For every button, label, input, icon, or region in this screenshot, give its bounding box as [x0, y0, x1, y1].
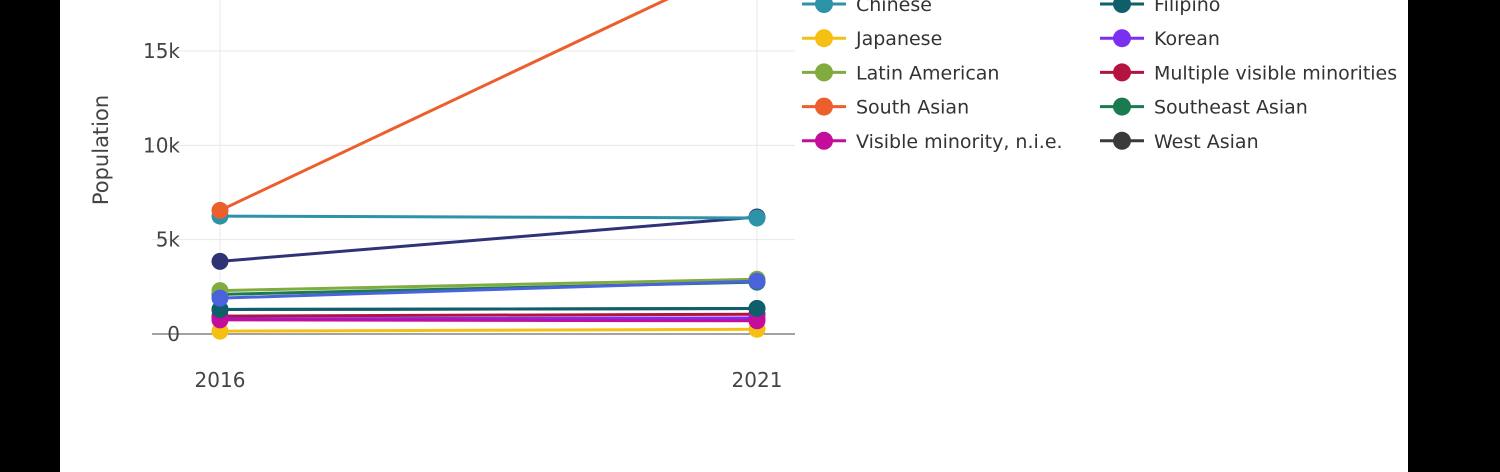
legend-label: Visible minority, n.i.e.	[856, 131, 1063, 153]
series-line	[219, 214, 758, 220]
legend-swatch-marker	[1113, 29, 1131, 48]
series-line	[219, 0, 669, 212]
series-line	[219, 215, 758, 263]
y-axis-title: Population	[89, 95, 113, 205]
data-point	[748, 300, 766, 318]
legend-swatch-marker	[1113, 0, 1131, 13]
legend-item[interactable]: Visible minority, n.i.e.	[802, 131, 1063, 153]
data-point	[748, 272, 766, 290]
legend-label: Japanese	[855, 28, 942, 50]
legend: Chinese Filipino Japanese Korean Latin Ameri…	[802, 0, 1397, 153]
legend-item[interactable]: West Asian	[1100, 131, 1259, 153]
legend-label: West Asian	[1154, 131, 1259, 153]
line-chart: 0 5k 10k 15k 2016 2021 Population Chinese Fili…	[89, 0, 1397, 392]
series-south-asian	[211, 0, 669, 219]
x-tick-label: 2021	[732, 368, 783, 392]
series-line	[219, 277, 758, 293]
legend-swatch-marker	[815, 131, 833, 150]
legend-label: Korean	[1154, 28, 1220, 50]
chart-panel: 0 5k 10k 15k 2016 2021 Population Chinese Fili…	[60, 0, 1408, 472]
legend-swatch-marker	[815, 63, 833, 82]
data-point	[748, 312, 766, 330]
grid-lines	[152, 0, 795, 335]
series-line	[219, 318, 758, 323]
legend-item[interactable]: Latin American	[802, 62, 999, 84]
legend-swatch-marker	[815, 0, 833, 13]
series-unlabeled-11	[211, 272, 766, 307]
data-point	[211, 289, 229, 307]
legend-swatch-marker	[1113, 97, 1131, 116]
legend-swatch-marker	[1113, 63, 1131, 82]
legend-label: Southeast Asian	[1154, 97, 1308, 119]
legend-item[interactable]: Multiple visible minorities	[1100, 62, 1397, 84]
legend-item[interactable]: South Asian	[802, 97, 969, 119]
series-line	[219, 279, 758, 300]
legend-item[interactable]: Southeast Asian	[1100, 97, 1308, 119]
legend-item[interactable]: Japanese	[802, 28, 942, 50]
y-tick-label: 10k	[143, 133, 180, 157]
series-line	[219, 312, 758, 318]
legend-swatch-marker	[815, 97, 833, 116]
legend-swatch-marker	[1113, 131, 1131, 150]
y-tick-label: 15k	[143, 39, 180, 63]
data-point	[211, 201, 229, 219]
legend-swatch-marker	[815, 29, 833, 48]
legend-label: Latin American	[856, 62, 999, 84]
legend-item[interactable]: Chinese	[802, 0, 932, 16]
data-point	[748, 209, 766, 227]
data-point	[211, 252, 229, 270]
series-japanese	[211, 320, 766, 340]
legend-label: Multiple visible minorities	[1154, 62, 1397, 84]
y-tick-label: 5k	[156, 228, 181, 252]
y-tick-label: 0	[167, 322, 180, 346]
series-line	[219, 327, 758, 333]
series-chinese	[211, 207, 766, 227]
legend-item[interactable]: Korean	[1100, 28, 1220, 50]
legend-item[interactable]: Filipino	[1100, 0, 1220, 16]
series-line	[219, 307, 758, 311]
legend-label: Filipino	[1154, 0, 1220, 16]
legend-label: Chinese	[856, 0, 932, 16]
legend-label: South Asian	[856, 97, 969, 119]
series-korean	[211, 309, 766, 328]
axis-ticks: 0 5k 10k 15k 2016 2021	[143, 39, 782, 392]
x-tick-label: 2016	[195, 368, 246, 392]
series-lines	[211, 0, 766, 340]
